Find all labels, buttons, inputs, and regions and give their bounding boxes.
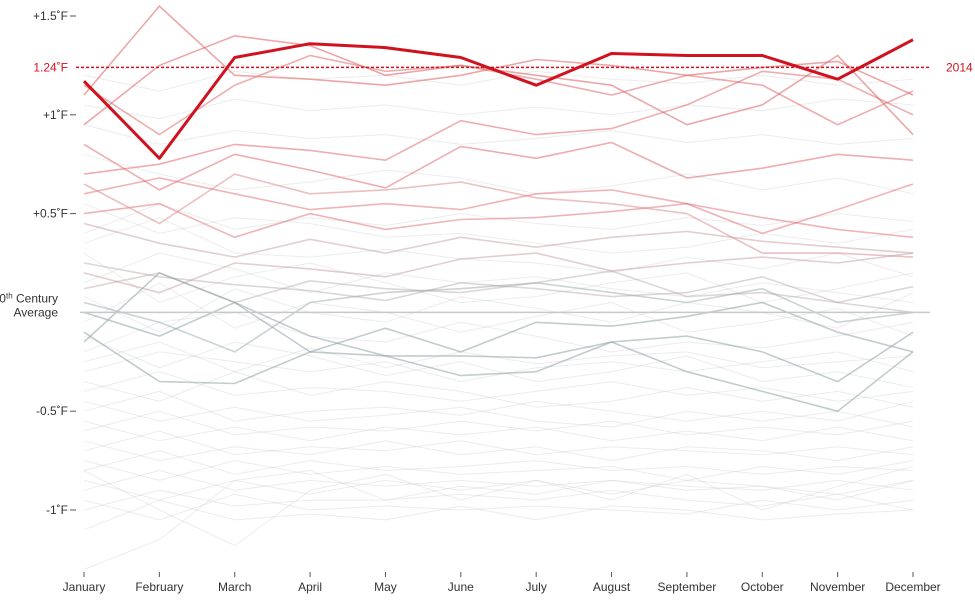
year-line-4: [83, 141, 914, 191]
baseline-label-line1: 20th Century: [0, 291, 58, 305]
baseline-label-number: 20: [0, 291, 6, 305]
x-tick-label-april: April: [298, 580, 322, 594]
year-line-9: [83, 222, 914, 258]
x-tick-label-october: October: [741, 580, 784, 594]
background-line-26: [83, 466, 914, 547]
background-line-13: [83, 400, 914, 428]
background-line-17: [83, 440, 914, 462]
background-line-1: [83, 203, 914, 254]
background-line-4: [83, 252, 914, 304]
baseline-label-line2: Average: [14, 305, 59, 319]
background-line-21: [83, 479, 914, 501]
background-line-12: [83, 390, 914, 422]
x-tick-label-september: September: [658, 580, 717, 594]
highlight-line-2014: [82, 38, 914, 160]
background-lines-layer: [83, 70, 914, 570]
year-line-1: [83, 4, 914, 96]
x-tick-label-march: March: [218, 580, 251, 594]
background-line-25: [83, 469, 914, 570]
year-line-7: [83, 202, 914, 239]
background-line-5: [83, 288, 914, 333]
x-tick-label-january: January: [63, 580, 106, 594]
reference-value-label: 1.24˚F: [33, 60, 68, 74]
year-line-14: [83, 271, 914, 383]
background-line-11: [83, 371, 914, 408]
y-tick-label-5: -1˚F: [46, 503, 68, 517]
baseline-label-rest: Century: [13, 291, 58, 305]
background-line-24: [83, 499, 914, 531]
x-tick-label-june: June: [448, 580, 474, 594]
year-line-16: [83, 281, 914, 353]
x-tick-label-november: November: [810, 580, 865, 594]
background-line-27: [83, 153, 914, 195]
background-line-8: [83, 351, 914, 383]
y-tick-label-4: -0.5˚F: [36, 404, 68, 418]
year-line-10: [83, 252, 914, 294]
year-line-6: [83, 177, 914, 235]
background-line-23: [83, 493, 914, 521]
background-line-3: [83, 252, 914, 303]
background-line-20: [83, 469, 914, 491]
reference-layer: 1.24˚F 2014: [33, 60, 973, 74]
background-line-19: [83, 460, 914, 481]
background-line-22: [83, 489, 914, 511]
x-tick-label-july: July: [526, 580, 547, 594]
x-tick-label-december: December: [885, 580, 940, 594]
x-tick-label-may: May: [374, 580, 397, 594]
background-line-16: [83, 430, 914, 456]
background-line-14: [83, 410, 914, 436]
background-line-28: [83, 124, 914, 145]
y-tick-label-2: +1˚F: [43, 108, 68, 122]
baseline-label: 20th Century Average: [0, 291, 58, 319]
background-line-2: [83, 217, 914, 278]
reference-series-label: 2014: [946, 60, 973, 74]
background-line-32: [83, 341, 914, 373]
y-axis: +1.5˚F +1˚F +0.5˚F -0.5˚F -1˚F: [33, 9, 76, 517]
y-tick-label-3: +0.5˚F: [33, 207, 68, 221]
y-tick-label-1: +1.5˚F: [33, 9, 68, 23]
year-line-13: [83, 301, 914, 353]
background-line-7: [83, 311, 914, 353]
x-axis: January February March April May June July Augu…: [63, 572, 941, 594]
baseline-label-sup: th: [6, 291, 13, 300]
year-lines-layer: [83, 4, 914, 413]
background-line-18: [83, 450, 914, 475]
year-line-5: [83, 70, 914, 175]
year-line-8: [83, 173, 914, 258]
x-tick-label-february: February: [135, 580, 183, 594]
year-line-15: [83, 331, 914, 413]
background-line-6: [83, 282, 914, 337]
background-line-10: [83, 371, 914, 402]
x-tick-label-august: August: [593, 580, 631, 594]
background-line-29: [83, 98, 914, 120]
background-line-15: [83, 420, 914, 442]
